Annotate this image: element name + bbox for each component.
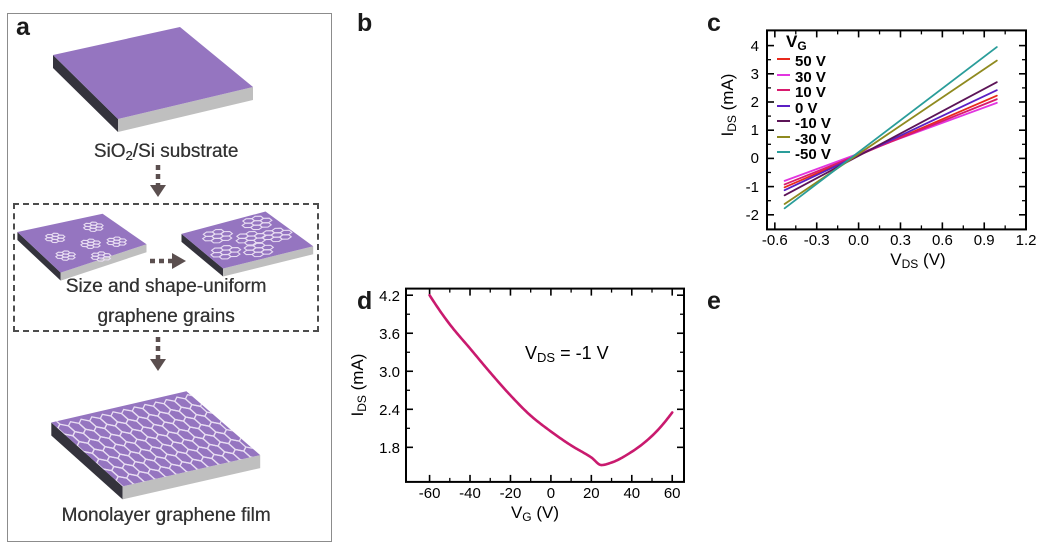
svg-text:IDS (mA): IDS (mA) — [348, 354, 369, 417]
svg-text:VDS = -1 V: VDS = -1 V — [525, 343, 609, 365]
svg-text:IDS (mA): IDS (mA) — [718, 74, 739, 137]
